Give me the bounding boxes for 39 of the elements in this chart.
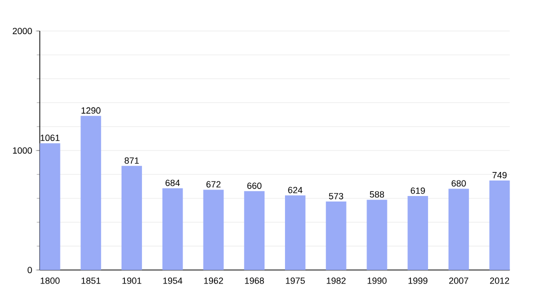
bar <box>326 202 346 270</box>
x-tick-label: 1982 <box>326 278 346 284</box>
x-tick-label: 1968 <box>245 278 264 284</box>
data-label: 680 <box>452 180 466 187</box>
bar <box>203 190 224 270</box>
x-tick-label: 1990 <box>368 278 387 284</box>
data-label: 619 <box>410 187 425 194</box>
data-label: 684 <box>166 180 180 186</box>
x-tick-label: 1975 <box>286 278 305 284</box>
x-tick-label: 1901 <box>122 278 142 284</box>
data-label: 624 <box>288 186 302 194</box>
x-tick-label: 1962 <box>204 278 223 284</box>
x-tick-label: 2007 <box>449 278 468 284</box>
bar <box>40 143 60 270</box>
bar <box>448 188 469 270</box>
y-tick-label: 1000 <box>13 147 32 154</box>
data-label: 660 <box>247 182 262 189</box>
bar <box>162 188 183 270</box>
data-label: 1061 <box>40 134 60 142</box>
y-tick-label: 0 <box>28 266 32 274</box>
y-tick-label: 2000 <box>12 28 32 34</box>
bar <box>408 196 428 270</box>
bar <box>122 166 142 270</box>
data-label: 749 <box>492 172 507 178</box>
x-tick-label: 1800 <box>40 278 60 284</box>
data-label: 1290 <box>82 107 100 114</box>
data-label: 672 <box>206 181 221 188</box>
data-label: 573 <box>328 192 344 200</box>
x-tick-label: 1851 <box>82 278 100 284</box>
x-tick-label: 1999 <box>408 278 428 284</box>
x-tick-label: 2012 <box>490 278 510 284</box>
data-label: 871 <box>124 157 139 164</box>
bar <box>80 116 102 270</box>
data-label: 588 <box>370 191 384 198</box>
bar <box>366 200 388 270</box>
bar <box>489 180 510 270</box>
bar <box>244 191 265 270</box>
x-tick-label: 1954 <box>163 278 182 284</box>
bar <box>285 195 306 270</box>
